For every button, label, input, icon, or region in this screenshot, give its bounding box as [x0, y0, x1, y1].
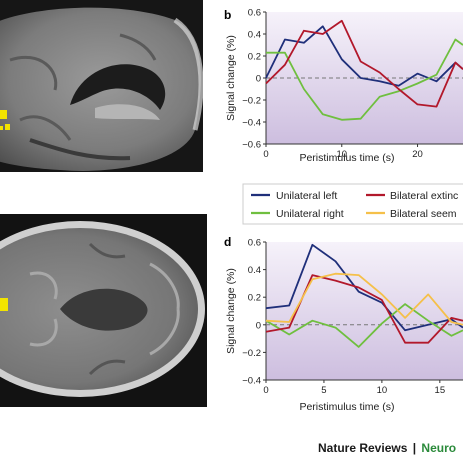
y-tick-label-d: −0.2 — [242, 348, 261, 359]
legend-label-bilateral-seen: Bilateral seem — [390, 208, 457, 220]
series-line-unilateral-left-d — [265, 243, 463, 332]
x-tick-label-b: 20 — [412, 149, 423, 160]
journal-separator: | — [412, 441, 417, 455]
y-tick-label-d: 0.2 — [248, 293, 261, 304]
y-tick-label-b: −0.6 — [242, 140, 261, 151]
x-axis-label-b: Peristimulus time (s) — [299, 152, 394, 164]
x-tick-label-d: 10 — [377, 385, 388, 396]
series-line-unilateral-right-d — [265, 303, 463, 348]
series-line-unilateral-left-b — [265, 25, 463, 87]
series-line-bilateral-seem-d — [265, 272, 463, 326]
plot-area-d — [266, 242, 463, 380]
y-tick-label-b: −0.4 — [242, 118, 261, 129]
y-tick-label-d: 0.4 — [248, 265, 261, 276]
y-tick-label-d: 0.6 — [248, 238, 261, 249]
x-tick-label-b: 10 — [336, 149, 347, 160]
x-tick-label-d: 5 — [321, 385, 326, 396]
y-tick-label-b: 0.2 — [248, 52, 261, 63]
legend-label-unilateral-right: Unilateral right — [276, 208, 344, 220]
journal-name: Nature Reviews — [318, 441, 408, 455]
y-tick-label-d: −0.4 — [242, 376, 261, 387]
mri-sagittal-image — [0, 0, 203, 172]
y-tick-label-b: 0.4 — [248, 30, 261, 41]
mri-axial-image — [0, 214, 207, 407]
y-axis-label-d: Signal change (%) — [225, 268, 237, 354]
y-axis-label-b: Signal change (%) — [225, 35, 237, 121]
journal-footer: Nature Reviews | Neuro — [318, 441, 456, 455]
x-tick-label-b: 0 — [263, 149, 268, 160]
y-tick-label-b: −0.2 — [242, 96, 261, 107]
y-tick-label-b: 0.6 — [248, 8, 261, 19]
legend-label-bilateral-extinction: Bilateral extinc — [390, 190, 458, 202]
series-line-unilateral-right-b — [266, 38, 463, 121]
y-tick-label-b: 0 — [256, 74, 261, 85]
legend-label-unilateral-left: Unilateral left — [276, 190, 337, 202]
panel-label-b: b — [224, 8, 231, 22]
chart-panel-b: b −0.6 −0.4 −0.2 0 0.2 0.4 0.6 0 10 20 Peristimu… — [224, 8, 463, 164]
chart-panel-d: d −0.4 −0.2 0 0.2 0.4 0.6 0 5 10 15 Peristimulus… — [224, 235, 463, 413]
x-tick-label-d: 0 — [263, 385, 268, 396]
x-tick-label-d: 15 — [435, 385, 446, 396]
x-axis-label-d: Peristimulus time (s) — [299, 401, 394, 413]
chart-legend: Unilateral left Unilateral right Bilater… — [242, 183, 463, 225]
y-tick-label-d: 0 — [256, 320, 261, 331]
journal-subtitle: Neuro — [421, 441, 457, 455]
series-line-bilateral-extinc-b — [265, 19, 463, 108]
panel-label-d: d — [224, 235, 231, 249]
